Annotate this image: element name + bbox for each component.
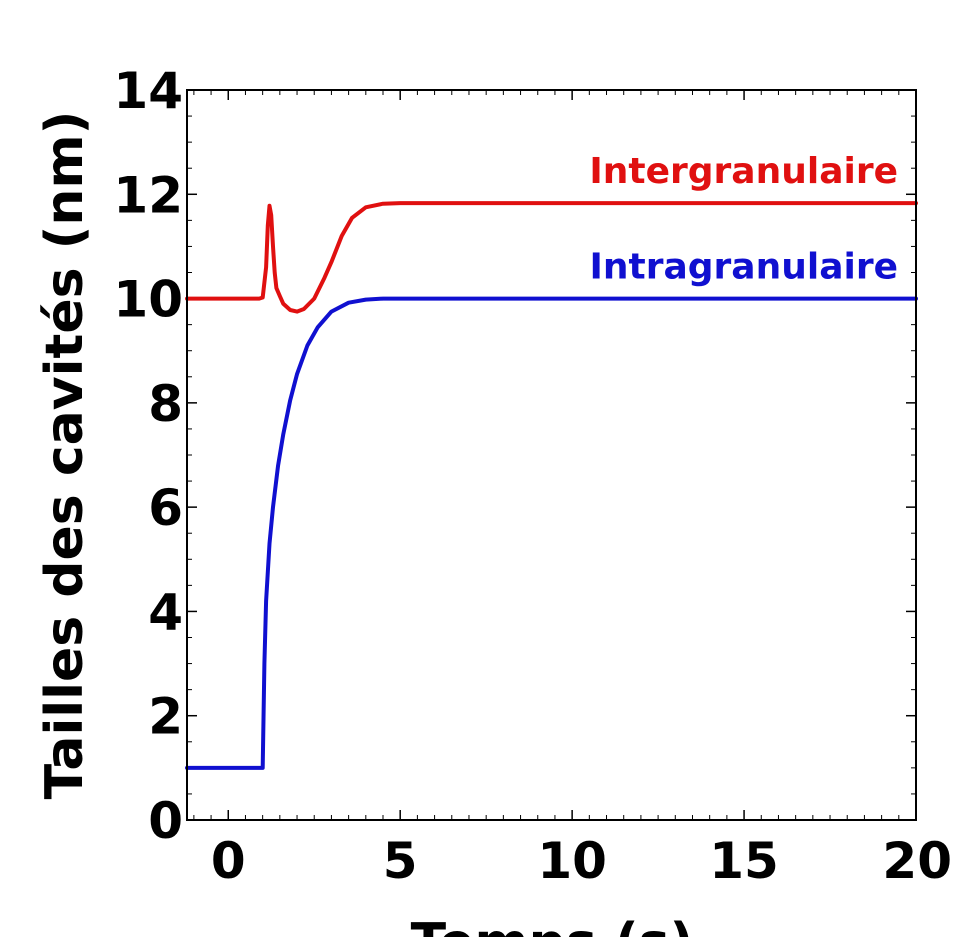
x-axis-title: Temps (s) bbox=[411, 913, 694, 937]
x-tick-label: 15 bbox=[709, 832, 779, 890]
series-labels: Intergranulaire Intragranulaire bbox=[589, 151, 898, 287]
series-lines bbox=[185, 201, 918, 770]
y-tick-label: 2 bbox=[148, 688, 183, 746]
series-label-1: Intergranulaire bbox=[589, 151, 898, 192]
y-tick-label: 8 bbox=[148, 375, 183, 433]
plot-frame bbox=[186, 89, 917, 821]
series-line-2 bbox=[185, 296, 918, 770]
y-tick-label: 0 bbox=[148, 792, 183, 850]
series-label-2: Intragranulaire bbox=[590, 247, 899, 288]
series-line-1 bbox=[185, 201, 918, 314]
y-tick-label: 12 bbox=[113, 166, 183, 224]
y-tick-label: 14 bbox=[113, 62, 183, 120]
y-tick-label: 10 bbox=[113, 271, 183, 329]
x-tick-labels: 0 5 10 15 20 bbox=[211, 832, 952, 890]
y-tick-label: 6 bbox=[148, 479, 183, 537]
x-tick-label: 20 bbox=[882, 832, 952, 890]
y-axis-title: Tailles des cavités (nm) bbox=[35, 111, 95, 800]
y-tick-labels: 0 2 4 6 8 10 12 14 bbox=[113, 62, 183, 850]
x-tick-label: 10 bbox=[537, 832, 607, 890]
y-tick-label: 4 bbox=[148, 583, 183, 641]
x-tick-label: 5 bbox=[383, 832, 418, 890]
x-tick-label: 0 bbox=[211, 832, 246, 890]
